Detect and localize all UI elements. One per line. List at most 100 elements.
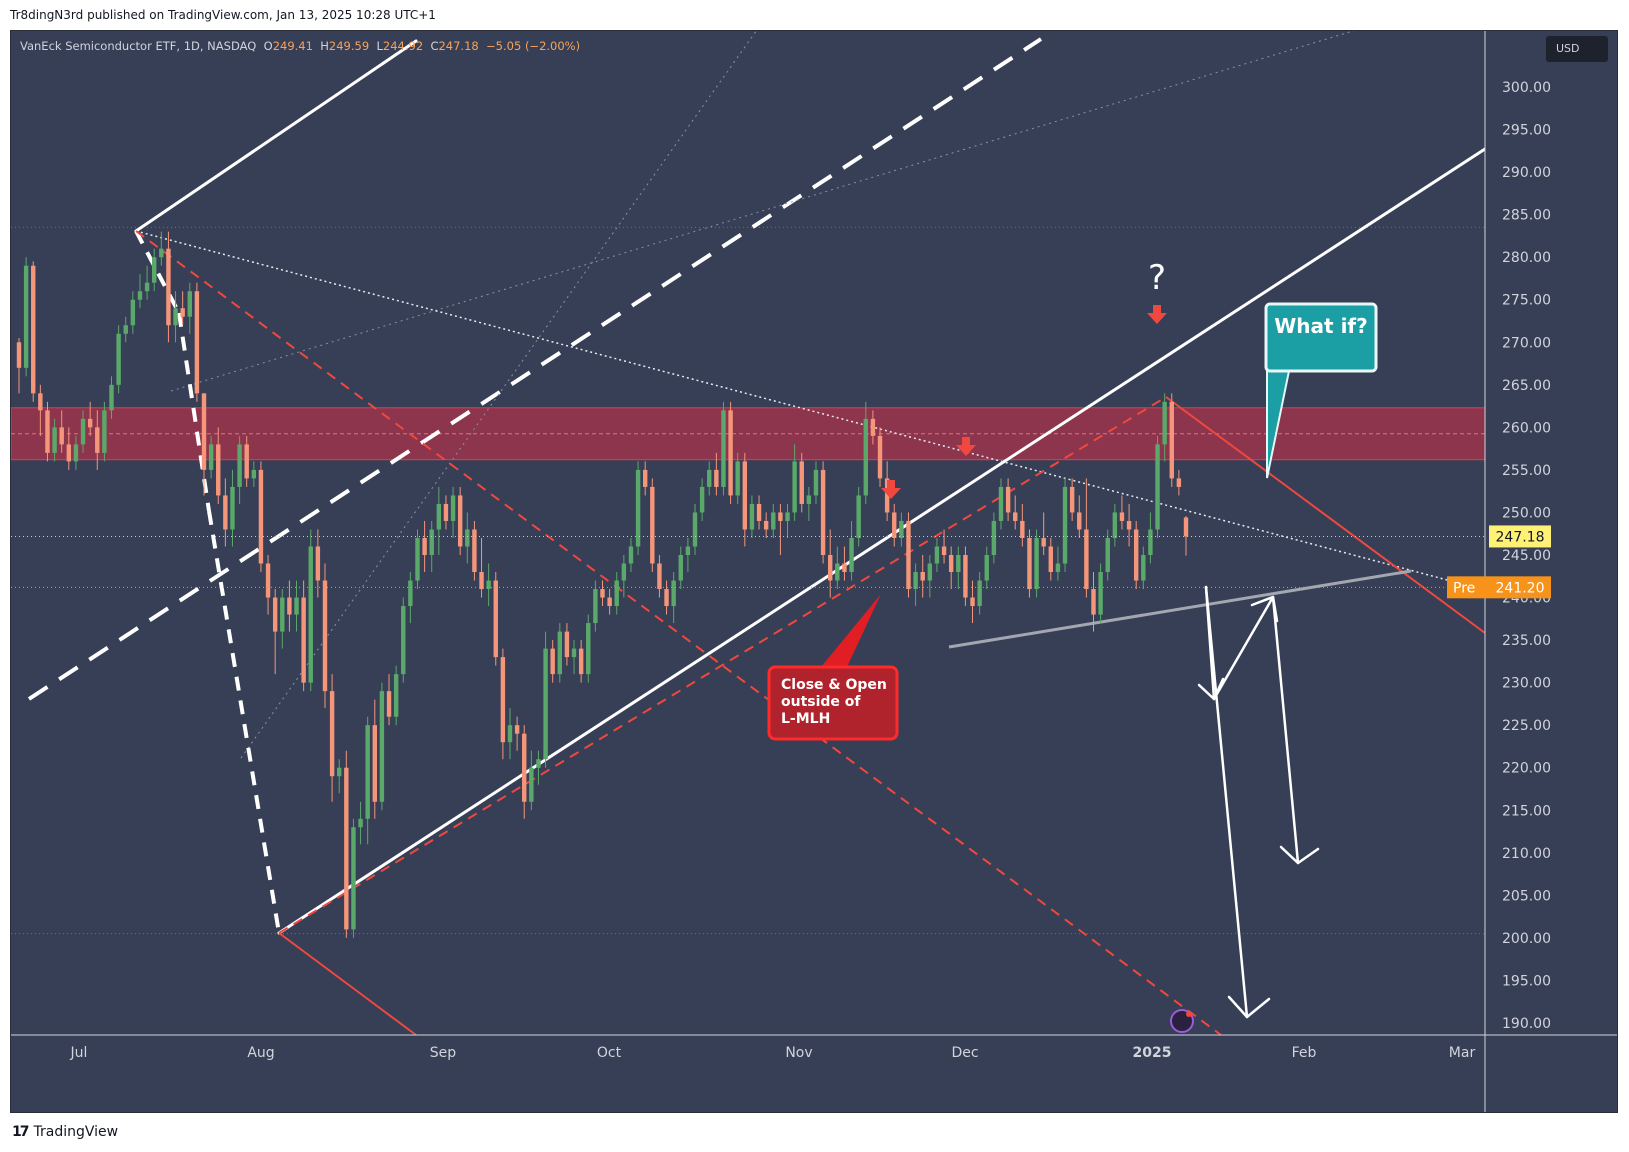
candle-body <box>123 325 128 334</box>
pitchfork-handle <box>134 230 181 314</box>
candle-body <box>586 623 591 675</box>
candle-body <box>173 308 178 326</box>
legend-close-label: C <box>430 39 439 53</box>
candle-body <box>1133 529 1139 581</box>
candle-body <box>1119 512 1125 521</box>
candle-body <box>849 537 854 573</box>
candle-body <box>1069 486 1075 513</box>
candle-body <box>792 461 797 513</box>
candle-body <box>934 546 940 564</box>
candle-body <box>756 503 762 521</box>
time-tick-label: Mar <box>1449 1045 1476 1061</box>
candle-body <box>828 555 833 581</box>
candle-body <box>1183 517 1189 537</box>
legend-symbol: VanEck Semiconductor ETF, 1D, NASDAQ <box>20 39 257 53</box>
candle-body <box>95 427 100 453</box>
candle-body <box>180 308 185 317</box>
down-marker-head <box>956 445 976 456</box>
candle-body <box>799 461 804 504</box>
candle-body <box>877 435 883 479</box>
candle-body <box>913 572 918 590</box>
time-tick-label: Oct <box>597 1045 622 1061</box>
candle-body <box>1091 589 1096 615</box>
lower-median-line-handle <box>277 147 1487 935</box>
candle-body <box>1048 546 1054 573</box>
candle-body <box>642 469 648 487</box>
candle-body <box>749 503 755 530</box>
candle-body <box>600 589 605 598</box>
down-marker <box>962 437 970 445</box>
candle-body <box>863 418 868 496</box>
candle-body <box>393 674 399 717</box>
candle-body <box>237 444 242 487</box>
chart-frame[interactable]: ? Close & Open outside of L-MLH What if? 300… <box>10 30 1618 1113</box>
legend-high-label: H <box>320 39 329 53</box>
down-marker <box>1153 305 1161 313</box>
candle-body <box>280 597 285 632</box>
arrowhead <box>1250 595 1279 623</box>
candle-body <box>856 495 861 538</box>
chart-legend: VanEck Semiconductor ETF, 1D, NASDAQ O24… <box>20 39 580 53</box>
publisher-line: Tr8dingN3rd published on TradingView.com… <box>10 8 436 22</box>
candle-body <box>329 691 335 777</box>
candle-body <box>785 512 790 521</box>
time-tick-label: Feb <box>1292 1045 1317 1061</box>
pre-price-label: 241.20 <box>1496 580 1545 596</box>
candle-body <box>294 597 299 615</box>
price-tick-label: 295.00 <box>1502 123 1551 139</box>
candle-body <box>457 495 463 547</box>
candle-body <box>1055 563 1061 573</box>
candle-body <box>564 631 570 658</box>
candle-body <box>920 572 925 581</box>
candle-body <box>514 725 520 734</box>
candle-body <box>66 444 72 462</box>
tradingview-logo[interactable]: 17 TradingView <box>12 1124 118 1140</box>
legend-close: 247.18 <box>438 39 479 53</box>
time-tick-label: Nov <box>785 1045 812 1061</box>
candle-body <box>401 606 406 675</box>
candle-body <box>315 546 321 581</box>
upper-median-line-handle <box>134 39 418 233</box>
price-axis-bg <box>1485 31 1617 1112</box>
candle-body <box>927 563 933 581</box>
chart-canvas[interactable]: ? Close & Open outside of L-MLH What if? 300… <box>11 31 1617 1112</box>
candle-body <box>137 291 143 300</box>
candle-body <box>429 529 434 555</box>
candle-body <box>500 657 506 743</box>
pitchfork-handle <box>177 312 211 512</box>
candle-body <box>1169 401 1174 479</box>
candle-body <box>578 648 584 675</box>
candle-body <box>806 495 812 504</box>
callout-teal-box <box>1264 302 1378 373</box>
candle-body <box>265 563 271 598</box>
currency-button[interactable]: USD <box>1546 36 1608 62</box>
last-price-label-bg <box>1489 525 1551 548</box>
candle-body <box>1112 512 1118 538</box>
candle-body <box>258 469 264 564</box>
down-marker-head <box>881 488 901 499</box>
candle-body <box>52 427 57 453</box>
candle-body <box>322 580 328 692</box>
median-line <box>27 37 1043 701</box>
candle-body <box>1126 520 1132 530</box>
candle-body <box>529 767 534 802</box>
price-tick-label: 190.00 <box>1502 1016 1551 1032</box>
candle-body <box>223 495 228 530</box>
callout-red-pointer <box>821 594 881 667</box>
candle-body <box>130 299 136 326</box>
candle-body <box>820 469 826 555</box>
warning-line <box>170 31 1355 392</box>
candle-body <box>80 418 86 445</box>
pre-label: Pre <box>1453 580 1475 596</box>
candle-body <box>692 512 698 547</box>
candle-body <box>1077 512 1082 530</box>
candle-body <box>970 597 975 607</box>
candle-body <box>685 546 691 555</box>
callout-red-text: Close & Open outside of L-MLH <box>781 677 887 727</box>
candle-body <box>671 580 676 607</box>
arrowhead <box>1227 995 1271 1019</box>
candle-body <box>735 461 740 496</box>
candle-body <box>272 597 278 632</box>
candle-body <box>116 333 121 385</box>
candle-body <box>1041 537 1046 547</box>
